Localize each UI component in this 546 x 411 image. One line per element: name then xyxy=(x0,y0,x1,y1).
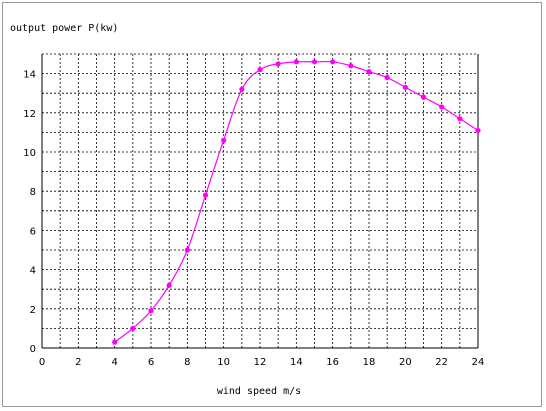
y-tick-label: 14 xyxy=(23,70,36,81)
data-point xyxy=(366,69,372,75)
x-tick-label: 2 xyxy=(75,357,81,368)
y-tick-label: 0 xyxy=(30,344,36,355)
data-point xyxy=(257,67,263,73)
data-point xyxy=(221,137,227,143)
y-tick-label: 8 xyxy=(30,187,36,198)
data-point xyxy=(166,282,172,288)
data-point xyxy=(439,104,445,110)
data-point xyxy=(330,59,336,65)
data-point xyxy=(112,339,118,345)
chart-grid xyxy=(42,53,478,348)
data-point xyxy=(420,94,427,100)
data-point xyxy=(348,63,354,69)
data-point xyxy=(275,61,281,67)
data-point xyxy=(293,59,299,65)
data-point xyxy=(457,116,463,122)
data-point xyxy=(384,74,390,81)
y-tick-label: 4 xyxy=(30,266,36,277)
x-tick-label: 8 xyxy=(184,357,190,368)
y-tick-label: 2 xyxy=(30,305,36,316)
data-point xyxy=(202,192,209,198)
data-point xyxy=(402,84,408,90)
y-tick-label: 6 xyxy=(30,226,36,237)
x-tick-label: 6 xyxy=(148,357,154,368)
x-tick-label: 14 xyxy=(290,357,303,368)
y-tick-label: 10 xyxy=(23,148,36,159)
data-point xyxy=(130,325,136,331)
data-point xyxy=(239,86,245,92)
y-tick-label: 12 xyxy=(23,109,36,120)
x-tick-label: 22 xyxy=(435,357,448,368)
x-tick-label: 20 xyxy=(399,357,412,368)
data-point xyxy=(184,247,190,253)
x-tick-label: 10 xyxy=(217,357,230,368)
x-tick-label: 0 xyxy=(39,357,45,368)
power-curve-points xyxy=(112,59,481,345)
data-point xyxy=(311,59,318,65)
data-point xyxy=(148,308,154,314)
data-point xyxy=(475,127,481,134)
chart-frame xyxy=(2,2,542,407)
x-tick-label: 16 xyxy=(326,357,339,368)
x-axis-label: wind speed m/s xyxy=(217,386,301,397)
x-tick-label: 12 xyxy=(254,357,267,368)
chart-axes xyxy=(41,54,479,349)
y-axis-label: output power P(kw) xyxy=(10,23,118,34)
x-tick-label: 18 xyxy=(363,357,376,368)
x-tick-label: 24 xyxy=(472,357,485,368)
x-tick-label: 4 xyxy=(111,357,117,368)
